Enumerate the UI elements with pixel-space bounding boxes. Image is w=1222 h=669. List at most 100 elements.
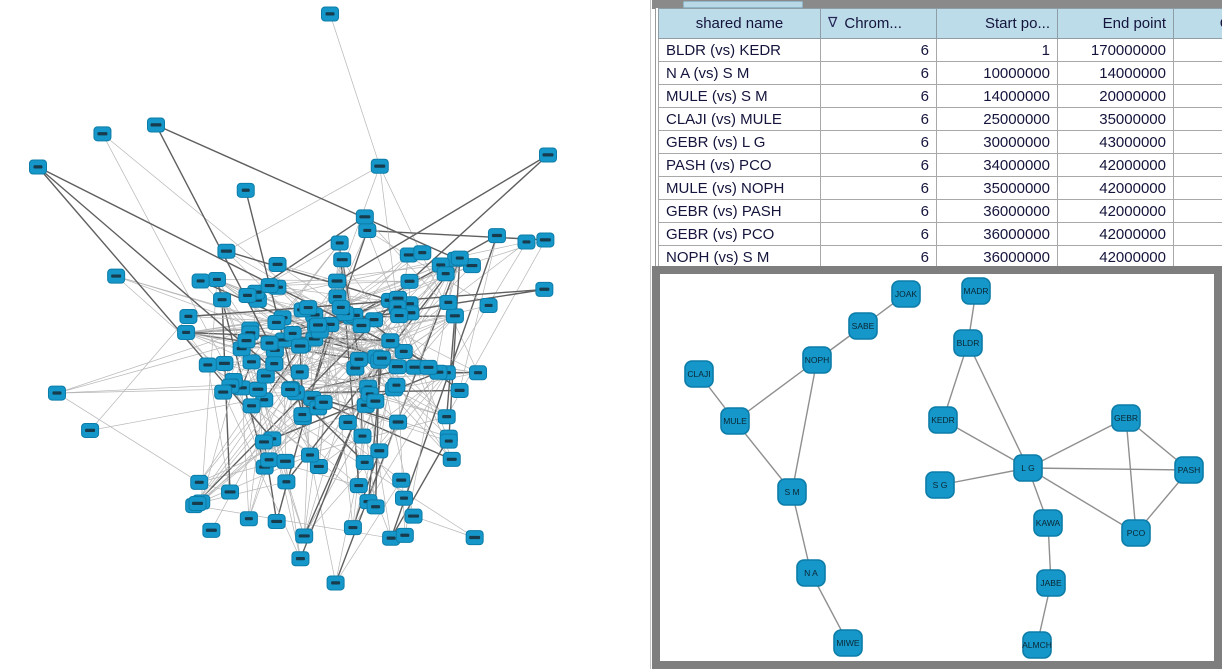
table-cell[interactable]: 5.9 — [1173, 107, 1222, 131]
network-node[interactable] — [684, 360, 714, 388]
network-edge[interactable] — [1125, 417, 1137, 534]
network-edge[interactable] — [1027, 467, 1190, 471]
network-edge[interactable] — [268, 388, 292, 460]
table-cell[interactable]: 42000000 — [1057, 153, 1174, 177]
table-row[interactable]: BLDR (vs) KEDR61170000000192.0 — [658, 38, 1222, 62]
column-header-2[interactable]: Start po... — [936, 8, 1058, 39]
network-edge[interactable] — [329, 13, 381, 167]
network-edge[interactable] — [216, 279, 305, 537]
table-cell[interactable]: 6 — [820, 84, 937, 108]
network-edge[interactable] — [390, 436, 450, 539]
table-cell[interactable]: BLDR (vs) KEDR — [658, 38, 821, 62]
network-node[interactable] — [1111, 404, 1141, 432]
table-cell[interactable]: 14000000 — [1057, 61, 1174, 85]
network-edge[interactable] — [379, 166, 398, 308]
table-cell[interactable]: 35000000 — [1057, 107, 1174, 131]
network-edge[interactable] — [155, 124, 473, 267]
table-cell[interactable]: 7.5 — [1173, 84, 1222, 108]
network-node[interactable] — [891, 280, 921, 308]
table-cell[interactable]: MULE (vs) S M — [658, 84, 821, 108]
network-edge[interactable] — [226, 250, 391, 302]
network-edge[interactable] — [375, 356, 453, 460]
network-edge[interactable] — [335, 480, 402, 584]
network-edge[interactable] — [194, 505, 392, 539]
network-edge[interactable] — [188, 306, 398, 317]
network-node[interactable] — [1013, 454, 1043, 482]
table-cell[interactable]: 42000000 — [1057, 222, 1174, 246]
table-cell[interactable]: PASH (vs) PCO — [658, 153, 821, 177]
network-edge[interactable] — [390, 235, 498, 539]
column-header-3[interactable]: End point — [1057, 8, 1174, 39]
table-cell[interactable]: 6 — [820, 107, 937, 131]
main-network-canvas[interactable] — [0, 0, 651, 669]
table-cell[interactable]: 1 — [936, 38, 1058, 62]
network-edge[interactable] — [319, 166, 381, 332]
network-node[interactable] — [925, 471, 955, 499]
network-edge[interactable] — [366, 230, 450, 442]
network-edge[interactable] — [226, 165, 380, 252]
table-cell[interactable]: 16.9 — [1173, 130, 1222, 154]
table-cell[interactable]: GEBR (vs) PCO — [658, 222, 821, 246]
filtered-network-canvas[interactable]: JOAK SABE NOPH CLAJI MULE S M N A MIWE MADR BLDR K… — [652, 266, 1222, 669]
network-edge[interactable] — [289, 389, 366, 464]
network-edge[interactable] — [303, 367, 356, 537]
network-node[interactable] — [833, 629, 863, 657]
network-edge[interactable] — [967, 342, 1029, 469]
network-edge[interactable] — [185, 332, 252, 363]
table-cell[interactable]: 20000000 — [1057, 84, 1174, 108]
network-edge[interactable] — [56, 340, 247, 394]
table-cell[interactable]: 36000000 — [936, 222, 1058, 246]
network-edge[interactable] — [263, 344, 303, 401]
network-node[interactable] — [953, 329, 983, 357]
table-cell[interactable]: 8.4 — [1173, 222, 1222, 246]
network-edge[interactable] — [155, 124, 271, 344]
table-row[interactable]: N A (vs) S M610000000140000006.6 — [658, 61, 1222, 85]
network-edge[interactable] — [351, 254, 410, 318]
table-cell[interactable]: CLAJI (vs) MULE — [658, 107, 821, 131]
table-cell[interactable]: GEBR (vs) L G — [658, 130, 821, 154]
network-node[interactable] — [1121, 519, 1151, 547]
network-edge[interactable] — [250, 239, 546, 334]
network-edge[interactable] — [734, 359, 818, 422]
network-edge[interactable] — [311, 397, 453, 461]
network-edge[interactable] — [200, 279, 218, 503]
table-cell[interactable]: 42000000 — [1057, 176, 1174, 200]
network-edge[interactable] — [397, 366, 447, 417]
table-cell[interactable]: 42000000 — [1057, 199, 1174, 223]
network-edge[interactable] — [791, 359, 818, 493]
table-cell[interactable]: 25000000 — [936, 107, 1058, 131]
table-cell[interactable]: 36000000 — [936, 245, 1058, 269]
network-edge[interactable] — [396, 315, 456, 386]
network-edge[interactable] — [207, 364, 231, 493]
table-cell[interactable]: 6 — [820, 222, 937, 246]
table-cell[interactable]: MULE (vs) NOPH — [658, 176, 821, 200]
sort-filter-icon[interactable]: ∇ — [828, 14, 838, 30]
table-cell[interactable]: 6 — [820, 199, 937, 223]
table-cell[interactable]: N A (vs) S M — [658, 61, 821, 85]
table-row[interactable]: CLAJI (vs) MULE625000000350000005.9 — [658, 107, 1222, 131]
table-row[interactable]: NOPH (vs) S M636000000420000009.9 — [658, 245, 1222, 269]
network-node[interactable] — [848, 312, 878, 340]
network-node[interactable] — [720, 407, 750, 435]
network-edge[interactable] — [367, 230, 489, 306]
network-node[interactable] — [1033, 509, 1063, 537]
network-edge[interactable] — [367, 358, 383, 502]
table-row[interactable]: GEBR (vs) PASH636000000420000008.9 — [658, 199, 1222, 223]
network-node[interactable] — [1174, 456, 1204, 484]
network-edge[interactable] — [200, 340, 247, 503]
network-edge[interactable] — [37, 166, 273, 440]
network-edge[interactable] — [1027, 467, 1137, 534]
network-edge[interactable] — [311, 264, 442, 399]
network-node[interactable] — [802, 346, 832, 374]
table-cell[interactable]: 6 — [820, 153, 937, 177]
network-edge[interactable] — [37, 166, 448, 374]
network-edge[interactable] — [199, 400, 376, 483]
network-edge[interactable] — [398, 315, 429, 368]
table-row[interactable]: MULE (vs) S M614000000200000007.5 — [658, 84, 1222, 108]
table-cell[interactable]: 30000000 — [936, 130, 1058, 154]
column-header-0[interactable]: shared name — [658, 8, 821, 39]
network-node[interactable] — [928, 406, 958, 434]
network-edge[interactable] — [224, 363, 300, 373]
network-edge[interactable] — [299, 346, 304, 418]
network-edge[interactable] — [1027, 417, 1127, 469]
